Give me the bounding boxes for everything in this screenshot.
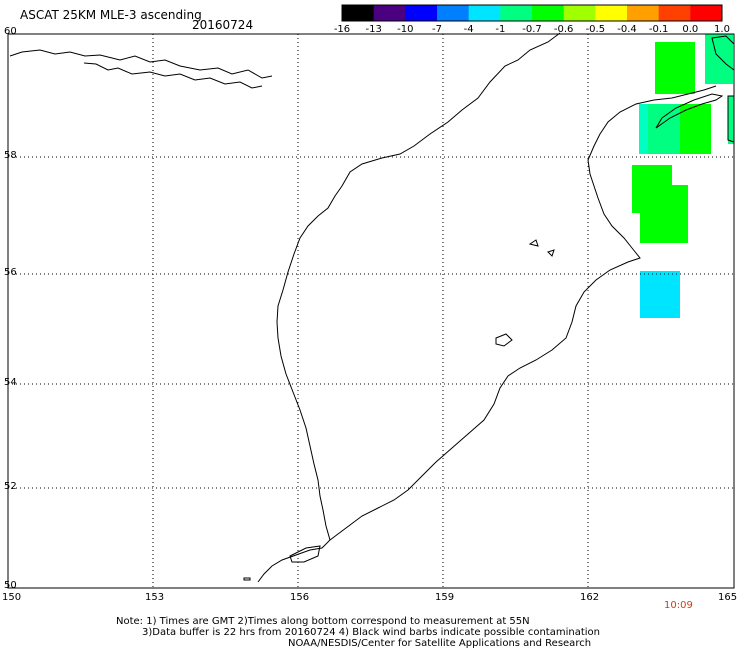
coastline	[9, 32, 735, 583]
colorbar-label: -13	[365, 24, 382, 35]
colorbar	[341, 4, 723, 22]
colorbar-segment	[595, 5, 628, 21]
colorbar-label: -0.5	[585, 24, 606, 35]
swath-cell	[640, 185, 688, 243]
lat-label: 60	[4, 26, 17, 37]
colorbar-border	[341, 4, 723, 22]
lon-label: 150	[2, 592, 22, 603]
swath-cell	[728, 96, 734, 144]
lat-label: 50	[4, 580, 17, 591]
lat-lon-grid	[8, 34, 734, 588]
lat-label: 58	[4, 150, 17, 161]
note-line-1: Note: 1) Times are GMT 2)Times along bot…	[116, 616, 530, 627]
map-date: 20160724	[192, 18, 254, 32]
lat-label: 52	[4, 481, 17, 492]
lon-label: 162	[580, 592, 600, 603]
map-title: ASCAT 25KM MLE-3 ascending	[20, 8, 202, 22]
colorbar-label: -1	[495, 24, 506, 35]
lat-label: 54	[4, 377, 17, 388]
pass-time-label: 10:09	[664, 600, 693, 611]
colorbar-label: -0.7	[522, 24, 542, 35]
lon-label: 165	[718, 592, 738, 603]
swath-cell	[705, 34, 733, 84]
colorbar-segment	[690, 5, 723, 21]
swath-cell	[680, 104, 711, 154]
lon-label: 159	[435, 592, 455, 603]
colorbar-label: -7	[432, 24, 442, 35]
colorbar-segment	[500, 5, 533, 21]
colorbar-label: -0.1	[648, 24, 669, 35]
colorbar-label: -10	[397, 24, 414, 35]
note-line-3: NOAA/NESDIS/Center for Satellite Applica…	[288, 638, 592, 649]
swath-cells	[632, 34, 734, 318]
swath-cell	[639, 104, 649, 154]
note-line-2: 3)Data buffer is 22 hrs from 20160724 4)…	[142, 627, 600, 638]
colorbar-label: 0.0	[682, 24, 699, 35]
colorbar-segment	[658, 5, 691, 21]
swath-cell	[648, 104, 680, 154]
colorbar-label: -0.6	[553, 24, 574, 35]
map-frame	[7, 33, 735, 589]
swath-cell	[655, 42, 695, 94]
colorbar-segment	[437, 5, 470, 21]
colorbar-label: -4	[463, 24, 474, 35]
colorbar-segment	[627, 5, 660, 21]
colorbar-segment	[563, 5, 596, 21]
colorbar-label: -16	[333, 24, 351, 35]
colorbar-segment	[342, 5, 375, 21]
lon-label: 153	[145, 592, 165, 603]
colorbar-segment	[373, 5, 406, 21]
colorbar-segment	[532, 5, 565, 21]
colorbar-label: 1.0	[714, 24, 730, 35]
colorbar-label: -0.4	[617, 24, 637, 35]
lon-label: 156	[290, 592, 310, 603]
colorbar-segment	[468, 5, 501, 21]
swath-cell	[640, 271, 680, 318]
lat-label: 56	[4, 267, 17, 278]
colorbar-segment	[405, 5, 438, 21]
